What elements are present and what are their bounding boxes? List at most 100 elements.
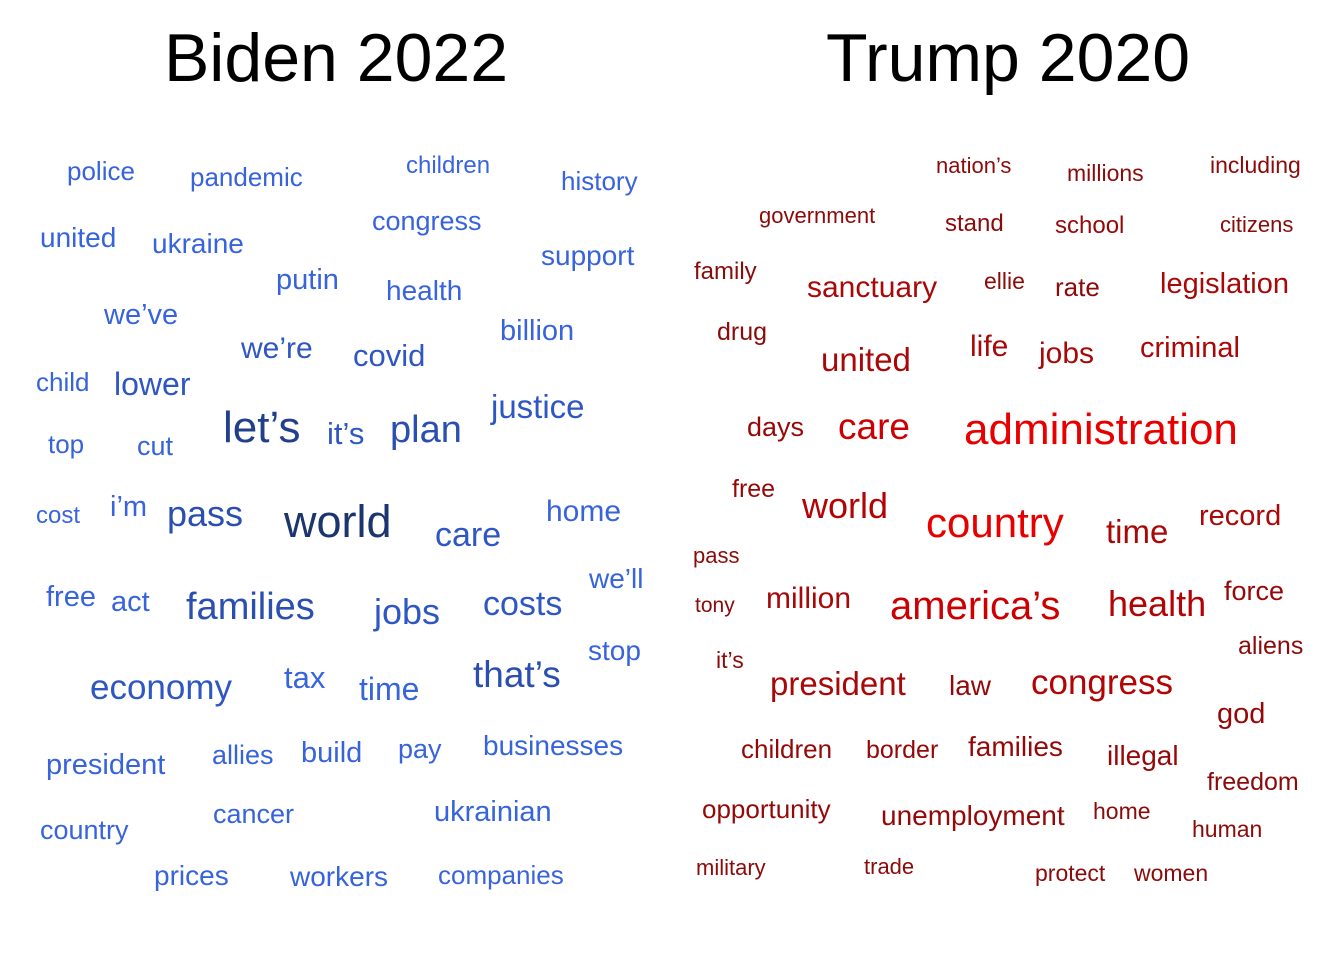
trump-word-3: government	[759, 203, 876, 228]
trump-word-34: law	[949, 670, 992, 701]
biden-word-4: united	[40, 222, 117, 253]
biden-word-17: top	[48, 429, 85, 459]
biden-word-11: billion	[500, 315, 575, 347]
trump-word-1: millions	[1067, 160, 1144, 186]
biden-word-40: allies	[212, 740, 274, 770]
biden-word-41: build	[301, 737, 363, 769]
trump-word-6: citizens	[1220, 212, 1294, 237]
trump-word-35: congress	[1031, 663, 1174, 702]
trump-word-19: administration	[964, 405, 1238, 454]
trump-word-40: illegal	[1107, 740, 1179, 771]
biden-word-2: children	[406, 152, 491, 179]
trump-word-9: ellie	[984, 268, 1025, 294]
trump-word-43: unemployment	[881, 800, 1065, 831]
biden-word-10: we’ve	[104, 299, 179, 331]
biden-word-32: jobs	[374, 591, 441, 632]
trump-word-11: legislation	[1160, 268, 1289, 300]
biden-word-16: justice	[491, 388, 585, 425]
biden-word-15: lower	[114, 366, 191, 402]
biden-word-37: time	[359, 671, 420, 707]
trump-word-5: school	[1055, 212, 1125, 239]
biden-wordcloud-panel: Biden 2022 police pandemic children history…	[36, 20, 644, 892]
trump-word-23: time	[1106, 513, 1169, 550]
trump-word-20: free	[732, 475, 776, 503]
biden-word-43: businesses	[483, 730, 624, 761]
biden-word-13: covid	[353, 338, 426, 373]
trump-word-41: freedom	[1207, 768, 1299, 796]
trump-word-29: health	[1108, 583, 1207, 624]
trump-title: Trump 2020	[825, 20, 1191, 96]
trump-wordcloud-panel: Trump 2020 nation’s millions including gove…	[672, 0, 1344, 960]
trump-word-30: force	[1224, 576, 1285, 606]
biden-word-29: free	[46, 581, 96, 613]
trump-word-28: america’s	[890, 584, 1061, 628]
biden-word-20: it’s	[327, 416, 365, 451]
trump-word-27: million	[766, 582, 852, 615]
biden-word-27: home	[546, 495, 622, 528]
trump-word-21: world	[802, 485, 889, 526]
biden-word-39: president	[46, 749, 166, 781]
trump-word-15: jobs	[1039, 337, 1095, 370]
trump-word-37: children	[741, 734, 833, 764]
biden-word-35: economy	[90, 668, 233, 707]
trump-word-25: pass	[693, 543, 740, 568]
biden-word-5: ukraine	[152, 228, 244, 259]
trump-word-32: it’s	[716, 647, 744, 673]
trump-word-36: god	[1217, 698, 1266, 730]
trump-word-12: drug	[717, 318, 768, 346]
biden-word-28: we’ll	[589, 563, 644, 594]
biden-word-26: care	[435, 516, 502, 554]
biden-word-8: putin	[276, 264, 339, 296]
biden-word-23: i’m	[110, 491, 148, 523]
biden-word-36: tax	[284, 660, 326, 695]
trump-word-10: rate	[1055, 272, 1100, 302]
biden-word-14: child	[36, 367, 90, 397]
trump-word-45: human	[1192, 816, 1263, 842]
biden-word-0: police	[67, 156, 135, 186]
trump-word-39: families	[968, 731, 1063, 762]
trump-word-46: military	[696, 855, 766, 880]
trump-word-44: home	[1093, 798, 1151, 824]
trump-word-8: sanctuary	[807, 271, 938, 304]
trump-word-7: family	[694, 258, 757, 285]
biden-word-21: plan	[390, 409, 462, 451]
biden-title: Biden 2022	[163, 20, 509, 96]
biden-word-3: history	[561, 166, 638, 196]
trump-word-14: life	[970, 330, 1009, 363]
biden-word-47: prices	[154, 860, 229, 891]
trump-word-42: opportunity	[702, 794, 831, 824]
biden-word-19: let’s	[223, 403, 301, 452]
trump-word-0: nation’s	[936, 153, 1012, 178]
biden-word-44: country	[40, 815, 129, 845]
trump-word-33: president	[770, 665, 906, 702]
trump-word-49: women	[1134, 860, 1209, 886]
trump-word-4: stand	[945, 210, 1004, 237]
trump-word-16: criminal	[1140, 332, 1240, 364]
biden-word-25: world	[284, 496, 392, 547]
trump-word-2: including	[1210, 152, 1301, 178]
trump-word-18: care	[838, 406, 910, 447]
biden-word-38: that’s	[473, 654, 561, 695]
biden-word-45: cancer	[213, 799, 295, 829]
biden-word-7: support	[541, 240, 635, 271]
biden-word-18: cut	[137, 431, 174, 461]
biden-word-30: act	[111, 586, 150, 618]
biden-word-6: congress	[372, 206, 482, 236]
trump-word-24: record	[1199, 500, 1282, 532]
biden-word-22: cost	[36, 502, 81, 529]
biden-word-33: costs	[483, 585, 563, 623]
trump-word-48: protect	[1035, 860, 1106, 886]
trump-word-47: trade	[864, 854, 915, 879]
biden-word-46: ukrainian	[434, 796, 552, 828]
biden-word-12: we’re	[241, 332, 313, 365]
trump-word-26: tony	[695, 594, 735, 617]
biden-word-48: workers	[290, 861, 389, 892]
biden-word-31: families	[186, 586, 315, 628]
biden-word-42: pay	[398, 734, 442, 764]
biden-word-1: pandemic	[190, 162, 303, 192]
biden-word-49: companies	[438, 860, 564, 890]
trump-word-17: days	[747, 412, 805, 442]
biden-word-24: pass	[167, 493, 244, 534]
biden-word-9: health	[386, 275, 463, 306]
biden-word-34: stop	[588, 635, 641, 666]
